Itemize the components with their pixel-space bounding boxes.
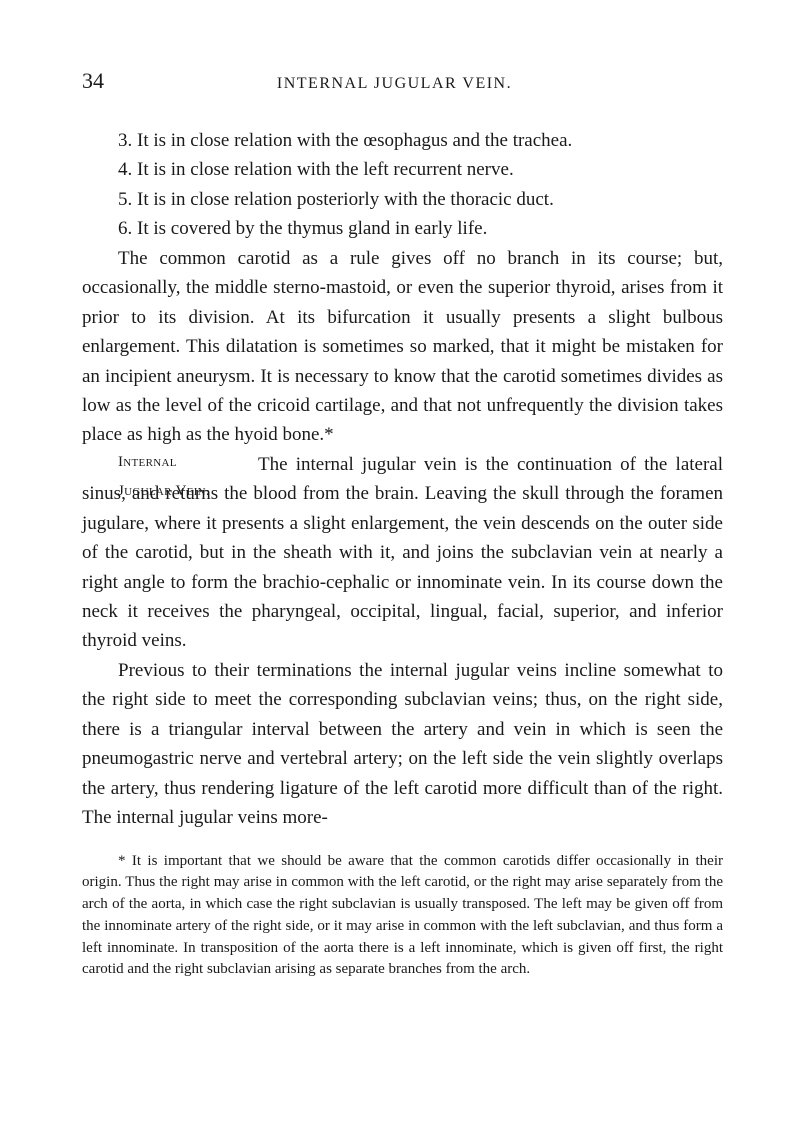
margin-section: Internal Jugular Vein. The internal jugu… bbox=[82, 450, 723, 656]
main-text: 3. It is in close relation with the œsop… bbox=[82, 126, 723, 833]
paragraph-previous: Previous to their terminations the inter… bbox=[82, 656, 723, 833]
page-header: 34 INTERNAL JUGULAR VEIN. bbox=[82, 68, 723, 94]
paragraph-3: 3. It is in close relation with the œsop… bbox=[82, 126, 723, 155]
paragraph-5: 5. It is in close relation posteriorly w… bbox=[82, 185, 723, 214]
margin-label-jugular-vein: Jugular Vein. bbox=[118, 480, 210, 503]
page-number: 34 bbox=[82, 68, 104, 94]
paragraph-4: 4. It is in close relation with the left… bbox=[82, 155, 723, 184]
footnote: * It is important that we should be awar… bbox=[82, 851, 723, 982]
paragraph-common-carotid: The common carotid as a rule gives off n… bbox=[82, 244, 723, 450]
margin-label-internal: Internal bbox=[118, 451, 177, 474]
running-title: INTERNAL JUGULAR VEIN. bbox=[104, 75, 723, 93]
paragraph-6: 6. It is covered by the thymus gland in … bbox=[82, 214, 723, 243]
